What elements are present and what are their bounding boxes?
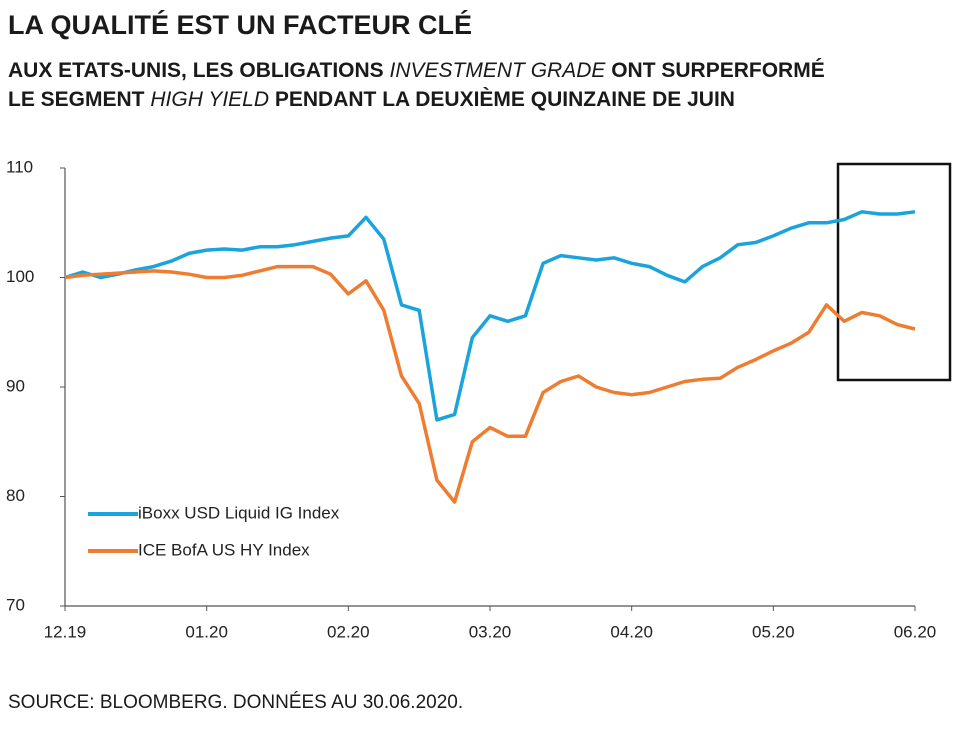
- highlight-box: [836, 162, 952, 382]
- y-tick-label: 80: [6, 486, 25, 505]
- subtitle-segment: AUX ETATS-UNIS, LES OBLIGATIONS: [8, 59, 390, 82]
- chart-title: LA QUALITÉ EST UN FACTEUR CLÉ: [8, 9, 472, 40]
- x-tick-label: 05.20: [752, 622, 795, 641]
- legend-label: ICE BofA US HY Index: [138, 540, 310, 559]
- subtitle-segment: PENDANT LA DEUXIÈME QUINZAINE DE JUIN: [269, 88, 735, 111]
- y-tick-label: 90: [6, 376, 25, 395]
- source: SOURCE: BLOOMBERG. DONNÉES AU 30.06.2020…: [8, 692, 463, 713]
- x-tick-label: 12.19: [44, 622, 87, 641]
- x-tick-label: 03.20: [469, 622, 512, 641]
- subtitle-segment: LE SEGMENT: [8, 88, 150, 111]
- subtitle-line: LE SEGMENT HIGH YIELD PENDANT LA DEUXIÈM…: [8, 88, 735, 111]
- series-line: [64, 210, 916, 422]
- subtitle-segment: ONT SURPERFORMÉ: [605, 59, 824, 82]
- x-tick-label: 06.20: [894, 622, 937, 641]
- series-line: [64, 264, 916, 504]
- legend-label: iBoxx USD Liquid IG Index: [138, 503, 340, 522]
- subtitle-segment: INVESTMENT GRADE: [390, 59, 607, 82]
- y-tick-label: 110: [6, 157, 33, 176]
- y-tick-label: 100: [6, 267, 34, 286]
- subtitle: AUX ETATS-UNIS, LES OBLIGATIONS INVESTME…: [8, 59, 825, 111]
- x-tick-label: 04.20: [610, 622, 653, 641]
- x-tick-label: 01.20: [185, 622, 228, 641]
- subtitle-line: AUX ETATS-UNIS, LES OBLIGATIONS INVESTME…: [8, 59, 825, 82]
- y-tick-label: 70: [6, 595, 25, 614]
- subtitle-segment: HIGH YIELD: [150, 88, 269, 111]
- x-tick-label: 02.20: [327, 622, 370, 641]
